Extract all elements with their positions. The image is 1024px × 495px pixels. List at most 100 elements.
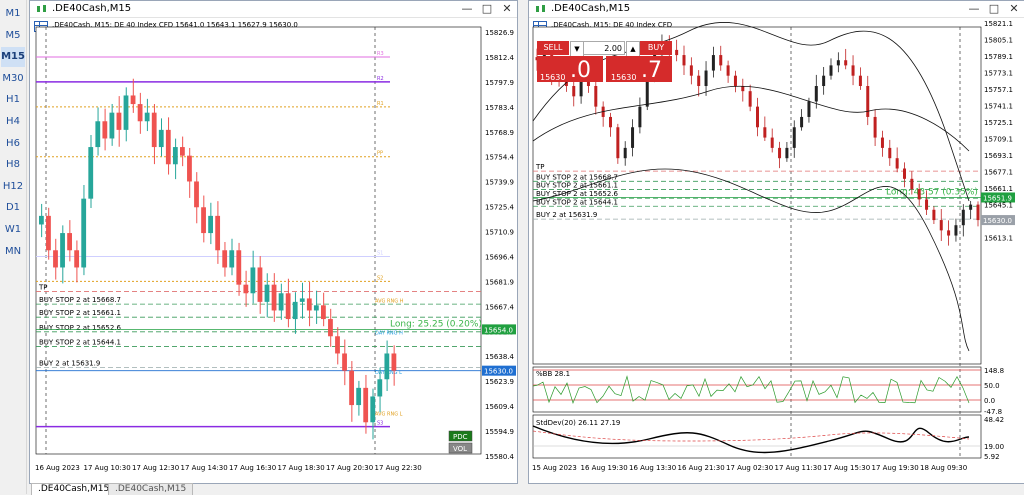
- close-icon[interactable]: ✕: [502, 2, 512, 15]
- stddev-signal-line: [532, 430, 970, 442]
- candle: [46, 215, 51, 251]
- candle: [81, 198, 87, 268]
- bid-quote[interactable]: 15630 .0: [537, 56, 603, 83]
- candle: [719, 55, 723, 66]
- bb-scale-label: 0.0: [984, 397, 995, 405]
- pivot-label: R2: [377, 76, 384, 82]
- candle: [123, 95, 129, 130]
- order-label: BUY STOP 2 at 15652.6: [39, 324, 122, 332]
- candle: [321, 305, 326, 320]
- timeframe-h4[interactable]: H4: [6, 116, 20, 127]
- range-label: AVG RNG L: [375, 411, 403, 417]
- candle: [95, 121, 101, 148]
- candle: [594, 86, 598, 107]
- maximize-icon[interactable]: □: [988, 2, 1000, 15]
- bb-line: [532, 375, 970, 404]
- order-label: BUY STOP 2 at 15661.1: [536, 182, 618, 190]
- candle: [328, 319, 333, 337]
- bb-pane: [532, 366, 982, 413]
- order-label: TP: [535, 163, 545, 171]
- price-tick-label: 15710.9: [485, 229, 514, 237]
- ask-quote[interactable]: 15630 .7: [606, 56, 672, 83]
- timeframe-m15[interactable]: M15: [1, 47, 25, 68]
- lot-decrease-button[interactable]: ▼: [570, 41, 584, 57]
- time-tick-label: 17 Aug 18:30: [278, 464, 325, 472]
- candle: [299, 298, 305, 302]
- candle: [236, 250, 242, 285]
- bollinger-lower: [532, 168, 970, 352]
- pdc-button-label: PDC: [453, 433, 468, 441]
- timeframe-m30[interactable]: M30: [2, 72, 24, 84]
- timeframe-mn[interactable]: MN: [4, 245, 22, 257]
- buy-button[interactable]: BUY: [640, 41, 672, 55]
- timeframe-h12[interactable]: H12: [2, 180, 24, 192]
- price-tick-label: 15594.9: [485, 428, 514, 436]
- price-tick-label: 15741.1: [984, 103, 1013, 111]
- lot-size-input[interactable]: 2.00: [583, 41, 625, 55]
- candle: [172, 147, 178, 165]
- price-tag: [482, 324, 516, 335]
- minimize-icon[interactable]: —: [461, 2, 473, 15]
- candle: [675, 49, 679, 56]
- candle: [363, 387, 369, 423]
- candle: [903, 168, 906, 179]
- pivot-label: S2: [377, 275, 383, 281]
- pivot-label: PP: [377, 151, 383, 157]
- candle: [564, 80, 568, 87]
- chart-app-icon: [37, 5, 46, 12]
- candle: [844, 60, 848, 66]
- price-tick-label: 15677.1: [984, 169, 1013, 177]
- timeframe-m1[interactable]: M1: [5, 8, 21, 19]
- candle: [954, 225, 958, 236]
- right-price-chart[interactable]: 15821.1 15805.1 15789.1 15773.1 15757.1 15741…: [529, 1, 1024, 483]
- price-tag-label: 15654.0: [484, 326, 513, 334]
- sell-button[interactable]: SELL: [537, 41, 569, 55]
- candle: [704, 70, 708, 87]
- timeframe-h1[interactable]: H1: [6, 94, 20, 106]
- minimize-icon[interactable]: —: [968, 2, 980, 15]
- range-label: AVG RNG H: [375, 299, 404, 305]
- pdc-button[interactable]: [448, 430, 473, 442]
- candle: [689, 65, 693, 76]
- candle: [229, 250, 235, 268]
- close-icon[interactable]: ✕: [1009, 2, 1019, 15]
- price-tick-label: 15826.9: [485, 29, 514, 37]
- left-chart-window: .DE40Cash,M15 — □ ✕ .DE40Cash, M15: DE 4…: [29, 0, 518, 484]
- pivot-label: R1: [377, 101, 384, 107]
- timeframe-m5[interactable]: M5: [5, 29, 21, 41]
- candle: [851, 65, 855, 76]
- left-titlebar[interactable]: .DE40Cash,M15 — □ ✕: [30, 1, 517, 18]
- candle: [391, 353, 397, 371]
- price-tick-label: 15821.1: [984, 20, 1013, 28]
- lot-increase-button[interactable]: ▲: [626, 41, 640, 57]
- price-tick-label: 15754.4: [485, 154, 514, 162]
- time-tick-label: 16 Aug 19:30: [581, 464, 628, 472]
- candle: [638, 106, 642, 128]
- candle: [726, 65, 730, 76]
- time-tick-label: 17 Aug 12:30: [132, 464, 179, 472]
- left-price-chart[interactable]: 15826.9 15812.4 15797.9 15783.4 15768.9 15754…: [30, 1, 517, 483]
- timeframe-h6[interactable]: H6: [6, 137, 20, 149]
- candle: [741, 86, 745, 92]
- right-window-title: .DE40Cash,M15: [551, 3, 631, 14]
- time-tick-label: 15 Aug 2023: [532, 464, 577, 472]
- candle: [102, 121, 108, 139]
- candle: [785, 147, 789, 159]
- time-tick-label: 17 Aug 19:30: [872, 464, 919, 472]
- order-label: BUY STOP 2 at 15661.1: [39, 309, 121, 317]
- maximize-icon[interactable]: □: [481, 2, 493, 15]
- candle: [880, 137, 884, 148]
- timeframe-h8[interactable]: H8: [6, 159, 20, 171]
- chart-tab-1[interactable]: .DE40Cash,M15: [31, 483, 117, 495]
- vol-button[interactable]: [448, 442, 473, 454]
- candle: [335, 336, 340, 354]
- candle: [208, 215, 213, 234]
- timeframe-d1[interactable]: D1: [5, 202, 21, 214]
- candle: [858, 75, 862, 87]
- right-titlebar[interactable]: .DE40Cash,M15 — □ ✕: [529, 1, 1024, 18]
- chart-tab-2[interactable]: .DE40Cash,M15: [108, 483, 194, 495]
- timeframe-w1[interactable]: W1: [4, 224, 22, 235]
- candle: [800, 116, 804, 128]
- left-window-title: .DE40Cash,M15: [52, 3, 132, 14]
- pivot-label: S3: [377, 421, 383, 427]
